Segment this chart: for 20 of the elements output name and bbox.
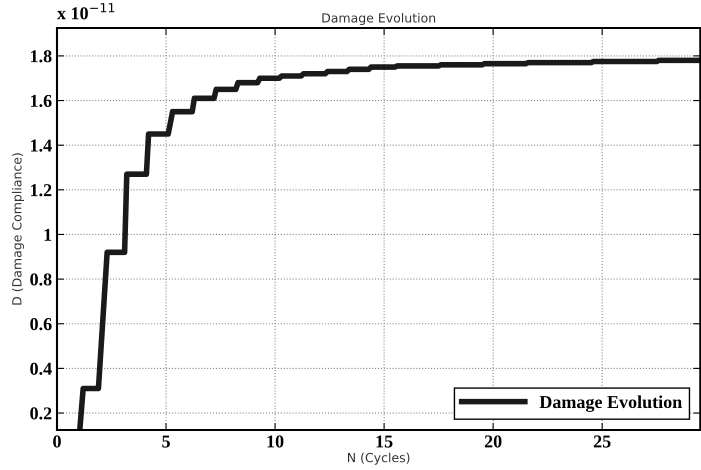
legend-label: Damage Evolution	[540, 395, 682, 412]
y-tick-label: 1.4	[31, 140, 52, 152]
x-tick-label: 20	[484, 435, 502, 448]
x-tick-label: 5	[162, 436, 170, 448]
y-tick-label: 0.6	[30, 318, 52, 330]
y-tick-label: 0.2	[30, 407, 52, 420]
chart-title: Damage Evolution	[322, 12, 436, 26]
x-axis-title: N (Cycles)	[348, 452, 410, 465]
y-axis-title: D (Damage Compliance)	[12, 153, 24, 305]
x-tick-label: 10	[267, 435, 284, 448]
y-tick-label: 1.2	[31, 184, 52, 196]
y-tick-label: 1	[44, 228, 52, 241]
y-tick-label: 0.8	[30, 273, 52, 286]
x-tick-label: 0	[53, 435, 61, 448]
x-tick-label: 15	[376, 435, 392, 448]
y-tick-label: 1.6	[31, 94, 52, 108]
y-tick-label: 1.8	[31, 50, 52, 62]
text: x 10$^{−11}$	[57, 3, 114, 20]
x-tick-label: 25	[594, 435, 611, 448]
y-tick-label: 0.4	[30, 362, 52, 375]
